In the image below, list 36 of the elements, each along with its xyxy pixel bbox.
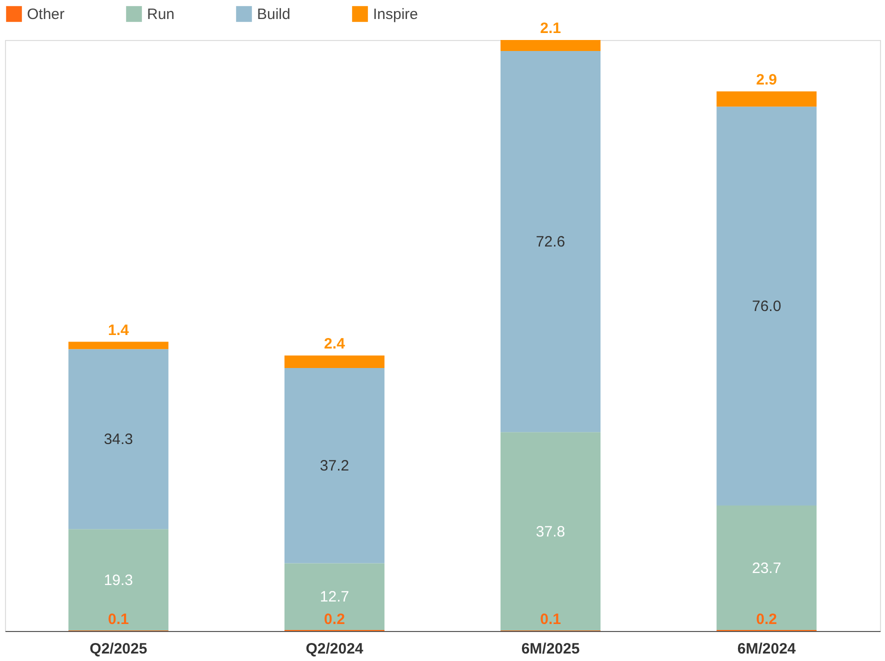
- bar: [716, 91, 817, 107]
- bar: [500, 40, 601, 52]
- x-tick-label: 6M/2024: [737, 640, 796, 658]
- data-label: 0.1: [540, 611, 561, 628]
- bar: [68, 349, 168, 530]
- data-label: 34.3: [104, 431, 134, 448]
- bar: [716, 106, 817, 506]
- data-label: 0.2: [324, 611, 345, 628]
- data-label: 2.4: [324, 335, 346, 352]
- bar: [68, 342, 168, 350]
- data-label: 12.7: [320, 588, 350, 606]
- data-label: 2.9: [756, 71, 778, 88]
- legend-label: Run: [147, 6, 175, 23]
- x-tick-label: 6M/2025: [521, 640, 580, 658]
- bar: [716, 506, 817, 630]
- data-label: 23.7: [752, 560, 782, 577]
- data-label: 37.8: [536, 523, 566, 540]
- bar: [500, 51, 601, 432]
- bar: [68, 529, 168, 630]
- bar: [284, 355, 384, 368]
- data-label: 2.1: [540, 20, 561, 37]
- data-label: 1.4: [108, 322, 130, 339]
- data-label: 0.1: [108, 611, 129, 628]
- data-label: 19.3: [104, 572, 134, 589]
- data-label: 0.2: [756, 611, 778, 628]
- bar: [284, 563, 384, 630]
- bar: [500, 432, 601, 630]
- data-label: 72.6: [536, 234, 566, 251]
- legend-label: Inspire: [373, 6, 418, 23]
- legend-label: Other: [27, 6, 65, 23]
- x-tick-label: Q2/2025: [90, 640, 148, 658]
- bar: [284, 368, 384, 564]
- x-tick-label: Q2/2024: [306, 640, 364, 658]
- data-label: 76.0: [752, 298, 782, 316]
- legend-label: Build: [257, 6, 290, 23]
- data-label: 37.2: [320, 458, 350, 475]
